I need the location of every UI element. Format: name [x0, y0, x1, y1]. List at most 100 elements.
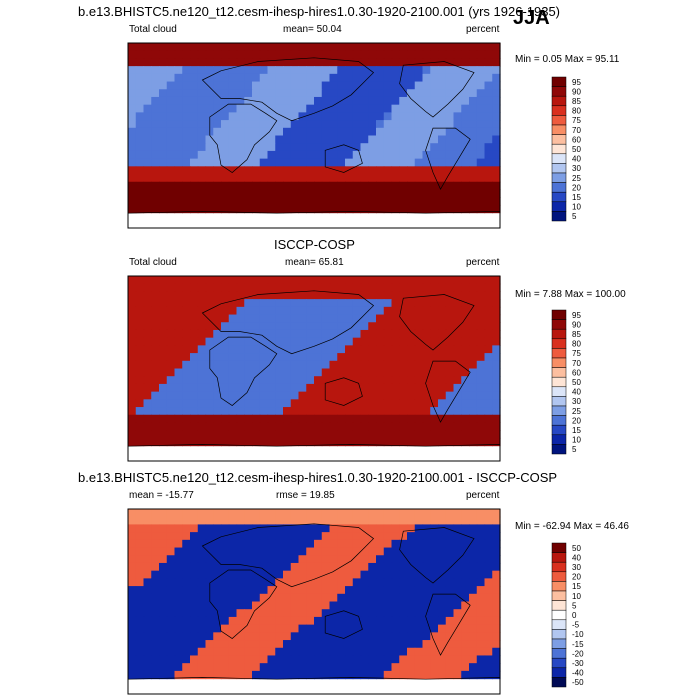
map-cell: [190, 143, 199, 152]
map-cell: [445, 345, 455, 354]
map-cell: [414, 383, 424, 393]
map-cell: [492, 166, 501, 175]
map-cell: [221, 135, 230, 144]
map-cell: [414, 89, 424, 98]
map-cell: [244, 586, 253, 595]
map-cell: [221, 189, 230, 198]
map-cell: [383, 189, 393, 198]
map-cell: [399, 43, 408, 52]
map-cell: [275, 532, 284, 541]
colorbar-swatch: [551, 415, 567, 426]
map-cell: [259, 58, 269, 67]
map-cell: [190, 127, 199, 137]
coastline: [209, 569, 278, 639]
map-cell: [414, 430, 424, 439]
map-cell: [306, 43, 315, 52]
map-cell: [445, 655, 455, 664]
map-cell: [290, 329, 300, 339]
map-cell: [407, 391, 416, 400]
map-cell: [329, 616, 338, 626]
map-cell: [438, 547, 447, 556]
map-cell: [430, 555, 439, 564]
map-cell: [128, 570, 137, 579]
map-cell: [376, 593, 385, 603]
map-cell: [383, 299, 393, 308]
map-cell: [484, 407, 493, 416]
map-cell: [190, 314, 199, 323]
map-cell: [469, 181, 478, 191]
map-cell: [298, 578, 307, 587]
map-cell: [476, 127, 486, 137]
map-cell: [221, 524, 230, 533]
map-cell: [438, 197, 447, 206]
map-cell: [445, 306, 455, 316]
map-cell: [453, 337, 462, 346]
map-cell: [205, 314, 214, 323]
map-cell: [329, 322, 338, 331]
map-cell: [484, 532, 493, 541]
map-cell: [476, 189, 486, 198]
map-cell: [430, 624, 439, 633]
map-cell: [283, 399, 292, 408]
map-cell: [213, 391, 222, 400]
map-cell: [228, 609, 238, 618]
map-cell: [197, 143, 207, 152]
map-cell: [399, 437, 408, 447]
map-cell: [213, 562, 222, 572]
map-cell: [383, 337, 393, 346]
map-cell: [151, 104, 160, 113]
map-cell: [438, 43, 447, 52]
map-cell: [182, 322, 191, 331]
map-cell: [391, 204, 400, 214]
map-cell: [414, 663, 424, 672]
map-cell: [290, 127, 300, 137]
map-cell: [476, 640, 486, 649]
map-cell: [352, 43, 362, 52]
map-cell: [174, 391, 183, 400]
map-cell: [267, 624, 276, 633]
map-cell: [174, 593, 183, 603]
map-cell: [469, 609, 478, 618]
map-cell: [484, 555, 493, 564]
map-cell: [422, 314, 431, 323]
map-cell: [391, 632, 400, 641]
map-cell: [461, 299, 470, 308]
map-cell: [151, 609, 160, 618]
map-cell: [128, 562, 137, 572]
map-cell: [383, 391, 393, 400]
map-cell: [407, 376, 416, 385]
map-cell: [438, 143, 447, 152]
map-cell: [430, 670, 439, 680]
map-cell: [430, 663, 439, 672]
map-frame: [127, 42, 501, 229]
map-cell: [166, 360, 176, 370]
map-cell: [213, 593, 222, 603]
map-cell: [376, 329, 385, 339]
map-cell: [476, 329, 486, 339]
map-cell: [182, 578, 191, 587]
map-cell: [407, 96, 416, 106]
map-cell: [290, 166, 300, 175]
map-cell: [337, 562, 346, 572]
map-cell: [290, 291, 300, 300]
map-cell: [228, 655, 238, 664]
map-cell: [252, 104, 261, 113]
map-cell: [438, 383, 447, 393]
map-cell: [329, 516, 338, 526]
map-cell: [236, 143, 245, 152]
map-cell: [244, 509, 253, 518]
map-cell: [228, 50, 238, 60]
map-cell: [407, 189, 416, 198]
map-cell: [236, 547, 245, 556]
map-cell: [283, 314, 292, 323]
map-cell: [453, 547, 462, 556]
map-cell: [267, 437, 276, 447]
map-cell: [476, 337, 486, 346]
map-cell: [159, 181, 168, 191]
map-cell: [368, 166, 377, 175]
map-cell: [190, 276, 199, 285]
map-cell: [337, 158, 346, 167]
map-cell: [128, 399, 137, 408]
map-cell: [252, 276, 261, 285]
map-cell: [228, 197, 238, 206]
